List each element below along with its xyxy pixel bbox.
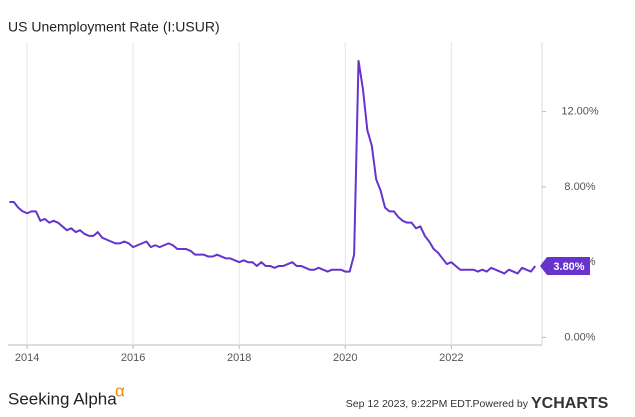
- timestamp: Sep 12 2023, 9:22PM EDT.: [346, 398, 473, 410]
- brand: Seeking Alpha: [8, 389, 117, 408]
- chart-title: US Unemployment Rate (I:USUR): [8, 19, 220, 35]
- x-tick-label: 2018: [227, 352, 251, 364]
- provider: YCHARTS: [531, 395, 609, 412]
- line: [9, 59, 537, 275]
- y-tick-label: 8.00%: [564, 181, 595, 193]
- last-value-label: 3.80%: [553, 261, 584, 273]
- x-tick-label: 2016: [121, 352, 145, 364]
- x-tick-label: 2022: [439, 352, 463, 364]
- y-tick-label: 12.00%: [561, 106, 599, 118]
- x-tick-label: 2020: [333, 352, 357, 364]
- y-tick-label: 0.00%: [564, 331, 595, 343]
- last-value-badge: [540, 256, 590, 275]
- brand-symbol: α: [115, 381, 125, 400]
- powered-by: Powered by: [473, 398, 529, 410]
- x-tick-label: 2014: [15, 352, 39, 364]
